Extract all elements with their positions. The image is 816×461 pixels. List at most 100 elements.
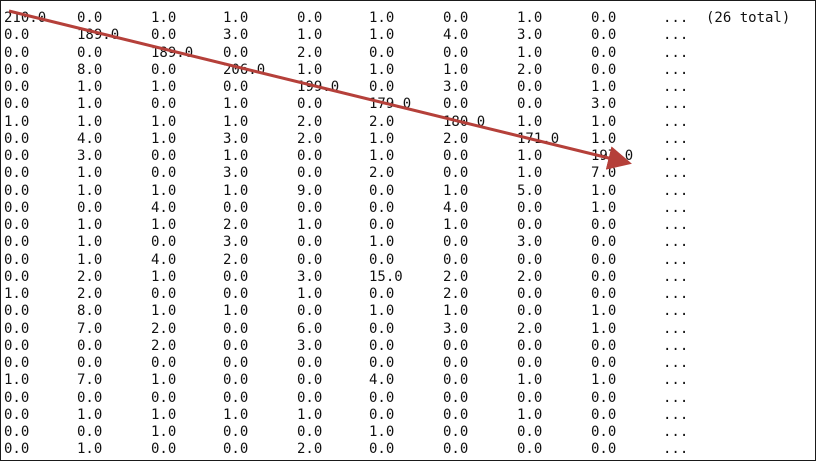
matrix-cell: 0.0 [591,406,617,423]
matrix-cell: 0.0 [223,79,249,95]
row-ellipsis: ... [663,44,689,61]
matrix-cell: 0.0 [443,251,469,268]
row-ellipsis: ... [663,424,689,440]
matrix-cell: 0.0 [297,303,323,320]
matrix-cell: 0.0 [517,303,543,320]
matrix-cell: 3.0 [77,148,103,164]
matrix-cell: 3.0 [443,320,469,337]
matrix-cell: 0.0 [223,44,249,61]
row-ellipsis: ... [663,27,689,44]
matrix-cell: 0.0 [151,27,177,44]
matrix-cell: 0.0 [443,10,469,26]
matrix-cell: 2.0 [297,130,323,147]
matrix-cell: 0.0 [517,424,543,440]
matrix-cell: 3.0 [443,79,469,95]
matrix-cell: 1.0 [591,303,617,320]
row-ellipsis: ... [663,406,689,423]
matrix-cell: 0.0 [443,165,469,182]
matrix-cell: 0.0 [591,217,617,233]
matrix-cell: 1.0 [369,10,395,26]
matrix-cell: 3.0 [591,96,617,113]
matrix-cell: 2.0 [517,268,543,285]
matrix-cell: 1.0 [4,372,30,389]
matrix-cell: 4.0 [443,27,469,44]
matrix-cell: 0.0 [297,389,323,406]
matrix-cell: 0.0 [369,337,395,354]
matrix-cell: 0.0 [369,406,395,423]
matrix-cell: 189.0 [77,27,120,44]
matrix-cell: 1.0 [369,303,395,320]
matrix-cell: 0.0 [369,389,395,406]
matrix-cell: 0.0 [591,27,617,44]
matrix-cell: 0.0 [369,251,395,268]
matrix-cell: 1.0 [517,10,543,26]
matrix-cell: 1.0 [151,79,177,95]
matrix-cell: 0.0 [591,389,617,406]
matrix-cell: 1.0 [591,79,617,95]
matrix-cell: 1.0 [77,182,103,199]
matrix-cell: 1.0 [443,61,469,78]
matrix-cell: 0.0 [4,79,30,95]
matrix-cell: 1.0 [517,113,543,130]
matrix-cell: 0.0 [4,44,30,61]
matrix-cell: 0.0 [591,424,617,440]
matrix-cell: 0.0 [4,441,30,458]
matrix-cell: 1.0 [223,182,249,199]
row-ellipsis: ... [663,130,689,147]
matrix-cell: 1.0 [77,406,103,423]
row-ellipsis: ... [663,337,689,354]
matrix-cell: 1.0 [517,165,543,182]
matrix-cell: 0.0 [443,44,469,61]
matrix-cell: 2.0 [77,268,103,285]
matrix-cell: 8.0 [77,303,103,320]
matrix-cell: 2.0 [151,337,177,354]
matrix-cell: 1.0 [443,217,469,233]
matrix-cell: 0.0 [4,96,30,113]
matrix-cell: 210.0 [4,10,47,26]
matrix-cell: 0.0 [223,389,249,406]
matrix-cell: 0.0 [4,234,30,251]
row-ellipsis: ... [663,61,689,78]
matrix-cell: 0.0 [443,406,469,423]
matrix-cell: 0.0 [4,389,30,406]
matrix-cell: 7.0 [77,372,103,389]
matrix-cell: 1.0 [517,372,543,389]
matrix-cell: 0.0 [297,96,323,113]
matrix-cell: 1.0 [4,286,30,302]
matrix-cell: 0.0 [369,199,395,216]
matrix-cell: 1.0 [4,113,30,130]
matrix-cell: 1.0 [151,303,177,320]
row-ellipsis: ... [663,355,689,371]
matrix-cell: 2.0 [369,113,395,130]
matrix-cell: 1.0 [151,424,177,440]
matrix-cell: 0.0 [369,44,395,61]
matrix-cell: 0.0 [369,79,395,95]
matrix-cell: 0.0 [591,337,617,354]
matrix-cell: 3.0 [223,165,249,182]
matrix-cell: 1.0 [223,96,249,113]
matrix-cell: 1.0 [77,96,103,113]
matrix-cell: 0.0 [443,234,469,251]
matrix-cell: 0.0 [443,441,469,458]
matrix-cell: 2.0 [443,130,469,147]
matrix-cell: 1.0 [369,234,395,251]
matrix-cell: 0.0 [223,268,249,285]
matrix-cell: 179.0 [369,96,412,113]
matrix-cell: 189.0 [151,44,194,61]
matrix-cell: 1.0 [77,165,103,182]
matrix-cell: 1.0 [77,79,103,95]
matrix-cell: 1.0 [297,61,323,78]
matrix-cell: 0.0 [223,355,249,371]
matrix-cell: 0.0 [517,217,543,233]
matrix-cell: 1.0 [517,44,543,61]
matrix-cell: 0.0 [297,10,323,26]
matrix-cell: 1.0 [369,27,395,44]
matrix-cell: 0.0 [297,355,323,371]
matrix-cell: 2.0 [297,113,323,130]
matrix-cell: 1.0 [369,61,395,78]
matrix-cell: 1.0 [151,130,177,147]
matrix-cell: 0.0 [223,441,249,458]
matrix-cell: 1.0 [77,113,103,130]
matrix-cell: 15.0 [369,268,403,285]
